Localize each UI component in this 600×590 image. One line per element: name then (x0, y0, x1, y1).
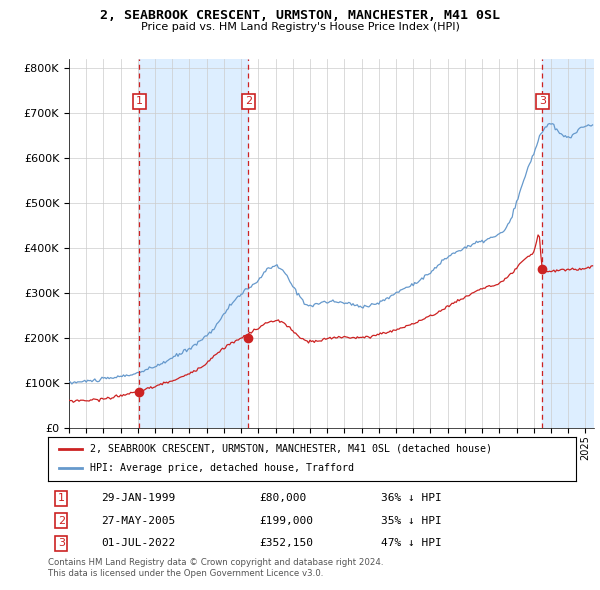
Text: £352,150: £352,150 (259, 538, 313, 548)
Text: This data is licensed under the Open Government Licence v3.0.: This data is licensed under the Open Gov… (48, 569, 323, 578)
Text: 36% ↓ HPI: 36% ↓ HPI (380, 493, 442, 503)
Text: 01-JUL-2022: 01-JUL-2022 (101, 538, 175, 548)
Text: 2: 2 (245, 96, 252, 106)
Text: 3: 3 (58, 538, 65, 548)
Text: 3: 3 (539, 96, 546, 106)
Text: 35% ↓ HPI: 35% ↓ HPI (380, 516, 442, 526)
Bar (139, 59, 248, 428)
Text: 2, SEABROOK CRESCENT, URMSTON, MANCHESTER, M41 0SL (detached house): 2, SEABROOK CRESCENT, URMSTON, MANCHESTE… (90, 444, 492, 454)
Text: 27-MAY-2005: 27-MAY-2005 (101, 516, 175, 526)
Text: 2: 2 (58, 516, 65, 526)
Text: Price paid vs. HM Land Registry's House Price Index (HPI): Price paid vs. HM Land Registry's House … (140, 22, 460, 32)
Text: £199,000: £199,000 (259, 516, 313, 526)
Text: Contains HM Land Registry data © Crown copyright and database right 2024.: Contains HM Land Registry data © Crown c… (48, 558, 383, 566)
Text: HPI: Average price, detached house, Trafford: HPI: Average price, detached house, Traf… (90, 464, 354, 473)
Bar (542, 59, 594, 428)
Text: 47% ↓ HPI: 47% ↓ HPI (380, 538, 442, 548)
Text: 1: 1 (58, 493, 65, 503)
Text: 1: 1 (136, 96, 143, 106)
Text: 2, SEABROOK CRESCENT, URMSTON, MANCHESTER, M41 0SL: 2, SEABROOK CRESCENT, URMSTON, MANCHESTE… (100, 9, 500, 22)
Text: £80,000: £80,000 (259, 493, 307, 503)
Text: 29-JAN-1999: 29-JAN-1999 (101, 493, 175, 503)
